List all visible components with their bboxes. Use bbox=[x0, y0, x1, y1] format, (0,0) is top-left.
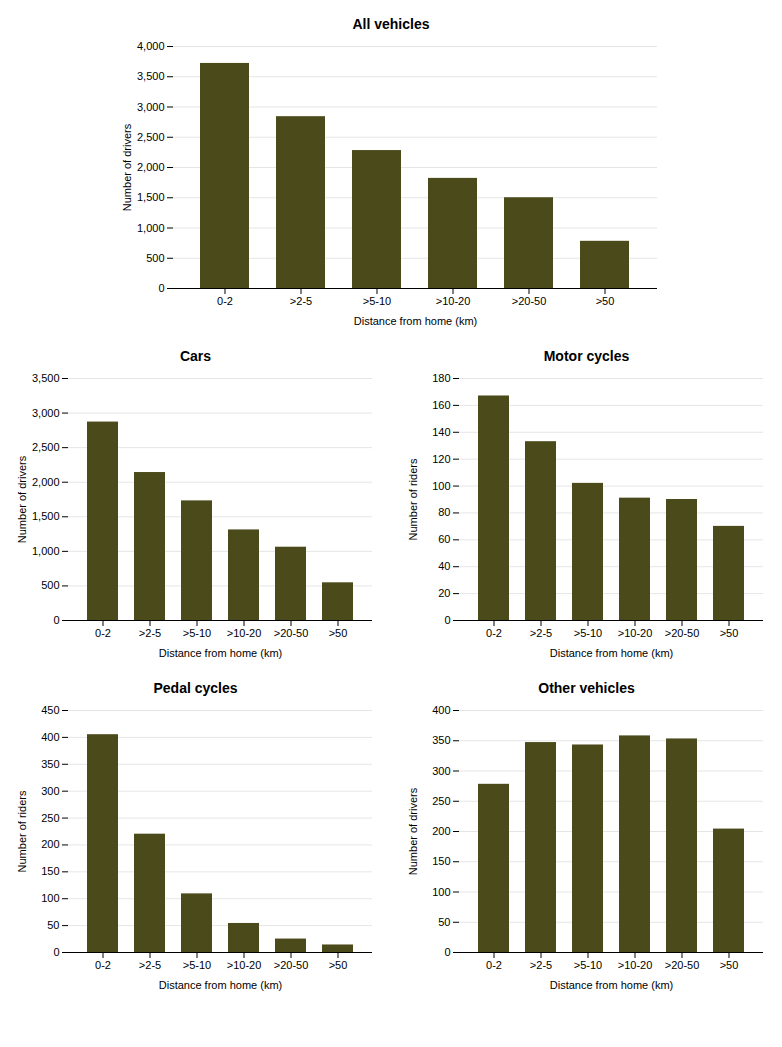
svg-text:>20-50: >20-50 bbox=[664, 627, 699, 639]
svg-text:100: 100 bbox=[41, 892, 59, 904]
svg-text:Number of riders: Number of riders bbox=[16, 790, 28, 872]
svg-text:2,000: 2,000 bbox=[137, 161, 165, 173]
svg-text:>20-50: >20-50 bbox=[273, 959, 308, 971]
svg-text:60: 60 bbox=[438, 533, 450, 545]
svg-text:Distance from home (km): Distance from home (km) bbox=[549, 979, 672, 991]
svg-text:20: 20 bbox=[438, 587, 450, 599]
svg-text:>10-20: >10-20 bbox=[226, 627, 261, 639]
svg-text:350: 350 bbox=[432, 734, 450, 746]
svg-text:500: 500 bbox=[41, 579, 59, 591]
svg-text:0: 0 bbox=[444, 946, 450, 958]
html-text:Cars: Cars bbox=[179, 348, 212, 364]
svg-text:80: 80 bbox=[438, 506, 450, 518]
svg-text:>50: >50 bbox=[719, 959, 738, 971]
svg-text:300: 300 bbox=[432, 765, 450, 777]
svg-text:200: 200 bbox=[41, 838, 59, 850]
svg-text:4,000: 4,000 bbox=[137, 40, 165, 52]
svg-text:3,500: 3,500 bbox=[31, 372, 59, 384]
svg-text:0-2: 0-2 bbox=[95, 627, 111, 639]
svg-text:3,500: 3,500 bbox=[137, 70, 165, 82]
svg-text:400: 400 bbox=[432, 704, 450, 716]
svg-text:2,500: 2,500 bbox=[137, 131, 165, 143]
svg-text:450: 450 bbox=[41, 704, 59, 716]
svg-text:0: 0 bbox=[158, 282, 164, 294]
html-text:All vehicles: All vehicles bbox=[352, 16, 430, 32]
svg-text:1,000: 1,000 bbox=[31, 545, 59, 557]
svg-text:>5-10: >5-10 bbox=[182, 627, 210, 639]
svg-text:2,500: 2,500 bbox=[31, 441, 59, 453]
html-text:Other vehicles: Other vehicles bbox=[538, 680, 635, 696]
svg-text:2,000: 2,000 bbox=[31, 476, 59, 488]
svg-text:Number of riders: Number of riders bbox=[407, 458, 419, 540]
svg-text:160: 160 bbox=[432, 399, 450, 411]
svg-text:>20-50: >20-50 bbox=[664, 959, 699, 971]
svg-text:>50: >50 bbox=[328, 959, 347, 971]
svg-text:Distance from home (km): Distance from home (km) bbox=[158, 979, 281, 991]
svg-text:1,500: 1,500 bbox=[31, 510, 59, 522]
svg-text:100: 100 bbox=[432, 480, 450, 492]
html-text:Pedal cycles: Pedal cycles bbox=[153, 680, 238, 696]
svg-text:350: 350 bbox=[41, 758, 59, 770]
svg-text:200: 200 bbox=[432, 825, 450, 837]
svg-text:300: 300 bbox=[41, 785, 59, 797]
svg-text:>50: >50 bbox=[596, 295, 615, 307]
svg-text:Distance from home (km): Distance from home (km) bbox=[549, 647, 672, 659]
svg-text:0-2: 0-2 bbox=[95, 959, 111, 971]
svg-text:0-2: 0-2 bbox=[486, 627, 502, 639]
svg-text:>2-5: >2-5 bbox=[529, 627, 551, 639]
svg-text:>20-50: >20-50 bbox=[512, 295, 547, 307]
svg-text:150: 150 bbox=[41, 865, 59, 877]
svg-text:>10-20: >10-20 bbox=[617, 627, 652, 639]
svg-text:>10-20: >10-20 bbox=[617, 959, 652, 971]
svg-text:140: 140 bbox=[432, 426, 450, 438]
svg-text:>2-5: >2-5 bbox=[529, 959, 551, 971]
svg-text:>5-10: >5-10 bbox=[363, 295, 391, 307]
svg-text:>50: >50 bbox=[328, 627, 347, 639]
svg-text:250: 250 bbox=[41, 812, 59, 824]
svg-text:3,000: 3,000 bbox=[137, 101, 165, 113]
svg-text:150: 150 bbox=[432, 855, 450, 867]
svg-text:180: 180 bbox=[432, 372, 450, 384]
svg-text:0-2: 0-2 bbox=[486, 959, 502, 971]
svg-text:>2-5: >2-5 bbox=[138, 959, 160, 971]
svg-text:1,000: 1,000 bbox=[137, 222, 165, 234]
svg-text:100: 100 bbox=[432, 886, 450, 898]
svg-text:>5-10: >5-10 bbox=[573, 959, 601, 971]
svg-text:250: 250 bbox=[432, 795, 450, 807]
html-text:Motor cycles: Motor cycles bbox=[543, 348, 630, 364]
svg-text:>5-10: >5-10 bbox=[182, 959, 210, 971]
svg-text:50: 50 bbox=[438, 916, 450, 928]
svg-text:Distance from home (km): Distance from home (km) bbox=[158, 647, 281, 659]
svg-text:>50: >50 bbox=[719, 627, 738, 639]
svg-text:>2-5: >2-5 bbox=[138, 627, 160, 639]
svg-text:>5-10: >5-10 bbox=[573, 627, 601, 639]
svg-text:500: 500 bbox=[146, 252, 164, 264]
svg-text:50: 50 bbox=[47, 919, 59, 931]
svg-text:Number of drivers: Number of drivers bbox=[407, 787, 419, 875]
svg-text:0-2: 0-2 bbox=[217, 295, 233, 307]
svg-text:0: 0 bbox=[53, 614, 59, 626]
svg-text:Number of drivers: Number of drivers bbox=[16, 455, 28, 543]
svg-text:>2-5: >2-5 bbox=[290, 295, 312, 307]
svg-text:>20-50: >20-50 bbox=[273, 627, 308, 639]
svg-text:Number of drivers: Number of drivers bbox=[121, 123, 133, 211]
svg-text:40: 40 bbox=[438, 560, 450, 572]
svg-text:120: 120 bbox=[432, 453, 450, 465]
svg-text:>10-20: >10-20 bbox=[436, 295, 471, 307]
svg-text:0: 0 bbox=[53, 946, 59, 958]
svg-text:3,000: 3,000 bbox=[31, 407, 59, 419]
svg-text:>10-20: >10-20 bbox=[226, 959, 261, 971]
svg-text:400: 400 bbox=[41, 731, 59, 743]
svg-text:0: 0 bbox=[444, 614, 450, 626]
svg-text:1,500: 1,500 bbox=[137, 191, 165, 203]
svg-text:Distance from home (km): Distance from home (km) bbox=[354, 315, 477, 327]
